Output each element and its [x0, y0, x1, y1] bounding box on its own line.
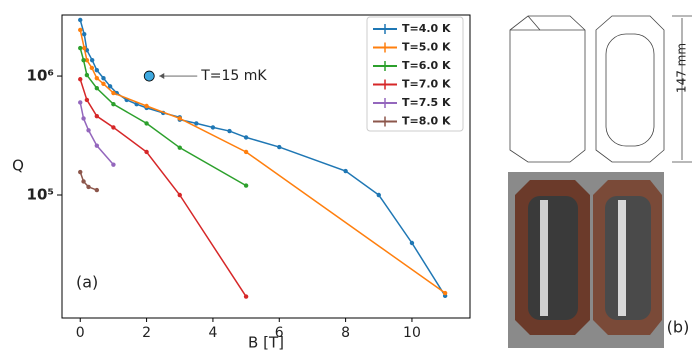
data-point	[144, 103, 149, 109]
series-line	[79, 47, 247, 187]
data-point	[94, 187, 100, 193]
data-point	[144, 121, 149, 126]
data-point	[84, 72, 90, 78]
data-point	[243, 149, 249, 155]
series-line	[79, 102, 114, 166]
legend-label: T=8.0 K	[402, 115, 451, 128]
panel-label: (b)	[667, 318, 690, 337]
data-point	[177, 116, 182, 121]
data-point	[82, 45, 87, 51]
dimension-label: 147 mm	[675, 43, 689, 93]
y-tick-label: 10⁵	[27, 186, 54, 204]
data-point	[111, 90, 116, 96]
data-point	[94, 143, 100, 148]
data-point	[84, 97, 90, 103]
legend-label: T=6.0 K	[402, 59, 451, 72]
data-point	[86, 184, 91, 190]
data-point	[210, 125, 216, 130]
data-point	[177, 192, 182, 198]
data-point	[86, 128, 91, 133]
data-point	[84, 57, 90, 63]
data-point	[89, 65, 95, 71]
annotation-point	[143, 70, 155, 82]
y-tick-label: 10⁶	[27, 67, 54, 85]
data-point	[243, 183, 249, 188]
x-tick-label: 8	[341, 325, 350, 341]
x-tick-label: 2	[142, 325, 151, 341]
data-point	[94, 86, 100, 91]
data-point	[94, 75, 100, 81]
plot-frame	[61, 14, 471, 319]
data-point	[78, 27, 83, 33]
data-point	[343, 168, 348, 174]
data-point	[94, 113, 100, 119]
data-point	[101, 81, 106, 87]
data-point	[78, 100, 83, 105]
data-point	[111, 162, 116, 167]
data-point	[94, 67, 100, 73]
legend-label: T=7.0 K	[402, 78, 451, 91]
data-point	[107, 84, 113, 89]
data-point	[82, 31, 87, 37]
x-tick-label: 10	[403, 325, 421, 341]
cavity-photo	[508, 172, 664, 348]
data-point	[376, 192, 381, 198]
cavity-drawing	[509, 15, 692, 163]
legend-label: T=5.0 K	[402, 41, 451, 54]
data-point	[111, 125, 116, 130]
legend-label: T=4.0 K	[402, 22, 451, 35]
data-point	[111, 101, 116, 107]
data-point	[101, 75, 106, 81]
y-axis-label: Q	[12, 157, 24, 175]
data-point	[78, 17, 83, 23]
data-point	[227, 128, 232, 134]
annotation-label: T=15 mK	[200, 68, 267, 84]
data-point	[177, 145, 182, 150]
data-point	[243, 294, 249, 299]
data-point	[409, 240, 415, 246]
data-point	[442, 290, 448, 296]
data-point	[277, 144, 282, 150]
x-tick-label: 6	[275, 325, 284, 341]
data-point	[89, 57, 95, 63]
data-point	[243, 135, 249, 140]
data-point	[144, 149, 149, 155]
x-tick-label: 0	[76, 325, 85, 341]
x-tick-label: 4	[208, 325, 217, 341]
series-line	[79, 171, 98, 191]
panel-label: (a)	[76, 273, 98, 292]
data-point	[81, 179, 86, 184]
legend-label: T=7.5 K	[402, 96, 451, 109]
data-point	[78, 169, 83, 175]
data-point	[78, 45, 83, 51]
data-point	[81, 57, 86, 63]
data-point	[81, 116, 86, 121]
data-point	[78, 77, 83, 82]
annotation-arrow	[159, 73, 165, 80]
data-point	[194, 121, 199, 126]
x-axis-label: B [T]	[248, 334, 284, 352]
